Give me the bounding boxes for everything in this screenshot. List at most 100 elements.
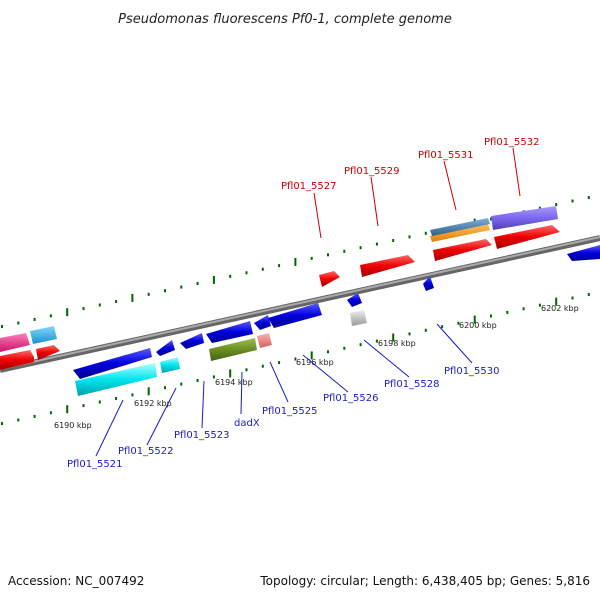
gene-arrow[interactable]	[156, 340, 175, 356]
gene-label-pfl01-5526[interactable]: Pfl01_5526	[323, 393, 379, 404]
gene-arrow[interactable]	[73, 348, 152, 379]
major-tick	[310, 351, 313, 360]
gene-label-pfl01-5527[interactable]: Pfl01_5527	[281, 181, 337, 192]
minor-tick	[33, 414, 36, 418]
minor-tick	[98, 303, 101, 307]
map-title: Pseudomonas fluorescens Pf0-1, complete …	[118, 12, 452, 27]
gene-arrow[interactable]	[209, 338, 257, 361]
minor-tick	[555, 203, 558, 207]
accession-text: Accession: NC_007492	[8, 574, 144, 588]
minor-tick	[424, 231, 427, 235]
minor-tick	[196, 282, 199, 285]
gene-arrow[interactable]	[567, 245, 600, 261]
minor-tick	[261, 267, 264, 271]
major-tick	[392, 333, 395, 342]
minor-tick	[343, 346, 346, 350]
gene-arrow[interactable]	[423, 276, 434, 291]
gene-arrow[interactable]	[75, 363, 157, 396]
minor-tick	[294, 357, 297, 361]
minor-tick	[392, 239, 395, 242]
gene-arrow[interactable]	[254, 315, 271, 330]
gene-label-pfl01-5522[interactable]: Pfl01_5522	[118, 446, 174, 457]
gene-label-pfl01-5525[interactable]: Pfl01_5525	[262, 406, 318, 417]
gene-arrow[interactable]	[0, 333, 30, 352]
reverse-gene-labels: Pfl01_5521 Pfl01_5522 Pfl01_5523 dadX Pf…	[67, 366, 500, 470]
reverse-strand-track	[73, 245, 600, 396]
minor-tick	[359, 343, 362, 347]
genome-backbone	[0, 235, 600, 373]
gene-arrow[interactable]	[206, 321, 253, 343]
minor-tick	[245, 271, 248, 275]
minor-tick	[98, 400, 101, 404]
minor-tick	[49, 314, 52, 318]
minor-tick	[424, 328, 427, 332]
minor-tick	[115, 300, 118, 303]
gene-label-pfl01-5532[interactable]: Pfl01_5532	[484, 137, 540, 148]
gene-label-pfl01-5528[interactable]: Pfl01_5528	[384, 379, 440, 390]
minor-tick	[147, 292, 150, 296]
major-tick	[131, 293, 134, 302]
gene-arrow[interactable]	[430, 224, 490, 242]
minor-tick	[1, 422, 3, 426]
minor-tick	[164, 289, 166, 293]
gene-arrow[interactable]	[160, 357, 180, 373]
gene-arrow[interactable]	[30, 326, 57, 344]
minor-tick	[522, 307, 525, 311]
minor-tick	[375, 339, 378, 343]
gene-label-pfl01-5529[interactable]: Pfl01_5529	[344, 166, 400, 177]
forward-strand-track	[0, 206, 560, 370]
minor-tick	[441, 325, 444, 329]
minor-tick	[587, 196, 590, 199]
scale-label: 6198 kbp	[378, 339, 416, 348]
minor-tick	[17, 321, 20, 325]
minor-tick	[538, 206, 541, 210]
minor-tick	[1, 325, 3, 329]
genome-summary-text: Topology: circular; Length: 6,438,405 bp…	[259, 574, 590, 588]
gene-label-pfl01-5531[interactable]: Pfl01_5531	[418, 150, 474, 161]
gene-arrow[interactable]	[0, 350, 34, 370]
minor-tick	[180, 285, 183, 289]
minor-tick	[408, 235, 411, 239]
gene-arrow[interactable]	[257, 333, 272, 348]
minor-tick	[261, 364, 264, 368]
minor-tick	[33, 317, 36, 321]
gene-label-pfl01-5521[interactable]: Pfl01_5521	[67, 459, 123, 470]
gene-arrow[interactable]	[360, 255, 415, 277]
minor-tick	[278, 361, 281, 365]
minor-tick	[571, 296, 574, 300]
scale-labels: 6190 kbp 6192 kbp 6194 kbp 6196 kbp 6198…	[54, 304, 579, 430]
minor-tick	[457, 321, 460, 325]
scale-label: 6190 kbp	[54, 421, 92, 430]
minor-tick	[538, 303, 541, 307]
gene-arrow[interactable]	[350, 310, 367, 326]
minor-tick	[245, 368, 248, 372]
minor-tick	[131, 393, 134, 397]
gene-label-dadx[interactable]: dadX	[234, 418, 260, 429]
minor-tick	[506, 310, 509, 314]
gene-arrow[interactable]	[430, 218, 490, 236]
scale-label: 6200 kbp	[459, 321, 497, 330]
major-tick	[294, 258, 297, 266]
minor-tick	[408, 332, 411, 336]
scale-label: 6192 kbp	[134, 399, 172, 408]
minor-tick	[82, 404, 85, 408]
minor-tick	[490, 314, 492, 318]
leader-lines	[95, 147, 521, 457]
gene-arrow[interactable]	[268, 303, 322, 328]
gene-arrow[interactable]	[433, 239, 492, 261]
major-tick	[555, 297, 558, 306]
gene-arrow[interactable]	[36, 345, 60, 360]
gene-label-pfl01-5523[interactable]: Pfl01_5523	[174, 430, 230, 441]
gene-arrow[interactable]	[491, 206, 558, 230]
gene-arrow[interactable]	[319, 271, 340, 287]
major-tick	[66, 405, 69, 414]
minor-tick	[587, 293, 590, 296]
gene-label-pfl01-5530[interactable]: Pfl01_5530	[444, 366, 500, 377]
minor-tick	[17, 418, 20, 422]
minor-tick	[82, 307, 85, 311]
minor-tick	[327, 253, 329, 257]
gene-arrow[interactable]	[494, 225, 560, 249]
gene-arrow[interactable]	[347, 293, 362, 307]
gene-arrow[interactable]	[180, 333, 204, 349]
